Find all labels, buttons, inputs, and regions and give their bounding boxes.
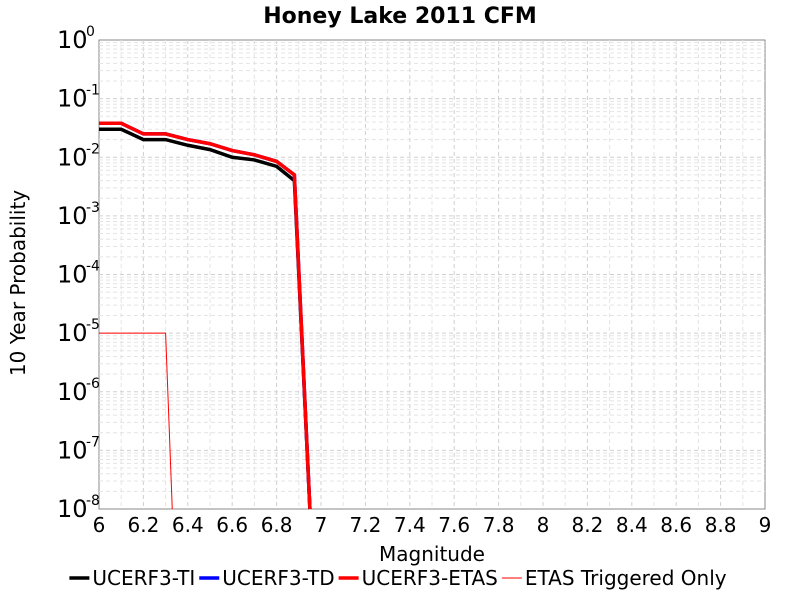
legend-item: UCERF3-TD — [199, 566, 335, 590]
y-tick-base: 10 — [57, 495, 88, 523]
y-tick-exponent: -5 — [86, 317, 100, 333]
legend-label: UCERF3-ETAS — [362, 566, 498, 590]
x-tick-label: 7.6 — [438, 513, 470, 537]
x-tick-label: 7.8 — [483, 513, 515, 537]
x-tick-label: 7.4 — [394, 513, 426, 537]
y-tick-base: 10 — [57, 202, 88, 230]
legend: UCERF3-TI UCERF3-TD UCERF3-ETAS ETAS Trigge… — [69, 566, 727, 590]
y-tick-label: 100 — [57, 24, 95, 54]
y-tick-label: 10-7 — [57, 434, 100, 464]
x-tick-label: 6.6 — [216, 513, 248, 537]
series-lines — [99, 121, 312, 510]
x-axis-ticks: 6 6.2 6.4 6.6 6.8 7 7.2 7.4 7.6 7.8 8 8.2 8.4 8.6 8.8 9 — [93, 513, 772, 537]
y-tick-base: 10 — [57, 378, 88, 406]
legend-item: UCERF3-TI — [69, 566, 195, 590]
y-tick-exponent: -4 — [86, 259, 100, 275]
series-line-ucerf3-etas — [99, 121, 312, 510]
x-tick-label: 6.8 — [261, 513, 293, 537]
y-tick-exponent: -7 — [86, 434, 100, 450]
y-tick-base: 10 — [57, 143, 88, 171]
y-tick-exponent: 0 — [86, 24, 95, 40]
y-tick-label: 10-6 — [57, 376, 100, 406]
y-tick-label: 10-1 — [57, 83, 100, 113]
x-tick-label: 8 — [537, 513, 550, 537]
legend-item: ETAS Triggered Only — [501, 566, 727, 590]
y-tick-base: 10 — [57, 26, 88, 54]
x-tick-label: 9 — [759, 513, 772, 537]
x-tick-label: 7.2 — [349, 513, 381, 537]
x-tick-label: 8.2 — [571, 513, 603, 537]
legend-label: ETAS Triggered Only — [525, 566, 727, 590]
legend-label: UCERF3-TI — [92, 566, 195, 590]
y-tick-exponent: -2 — [86, 141, 100, 157]
legend-item: UCERF3-ETAS — [338, 566, 498, 590]
legend-label: UCERF3-TD — [222, 566, 334, 590]
x-tick-label: 7 — [315, 513, 328, 537]
y-tick-exponent: -8 — [86, 493, 100, 509]
x-tick-label: 8.6 — [660, 513, 692, 537]
y-tick-exponent: -3 — [86, 200, 100, 216]
x-axis-label: Magnitude — [379, 542, 485, 566]
x-tick-label: 6.4 — [172, 513, 204, 537]
y-tick-base: 10 — [57, 436, 88, 464]
series-line-etas-triggered-only — [99, 332, 173, 510]
y-tick-exponent: -6 — [86, 376, 100, 392]
y-tick-base: 10 — [57, 85, 88, 113]
series-line-ucerf3-ti — [99, 127, 312, 510]
y-axis-label: 10 Year Probability — [6, 190, 30, 376]
y-tick-exponent: -1 — [86, 83, 100, 99]
chart-title: Honey Lake 2011 CFM — [263, 4, 537, 29]
y-tick-base: 10 — [57, 261, 88, 289]
x-tick-label: 8.4 — [616, 513, 648, 537]
grid — [99, 40, 765, 509]
y-tick-label: 10-4 — [57, 259, 100, 289]
y-tick-label: 10-2 — [57, 141, 100, 171]
y-tick-label: 10-5 — [57, 317, 100, 347]
y-tick-base: 10 — [57, 319, 88, 347]
x-tick-label: 6.2 — [127, 513, 159, 537]
x-tick-label: 8.8 — [705, 513, 737, 537]
x-tick-label: 6 — [93, 513, 106, 537]
y-tick-label: 10-8 — [57, 493, 100, 523]
y-tick-label: 10-3 — [57, 200, 100, 230]
